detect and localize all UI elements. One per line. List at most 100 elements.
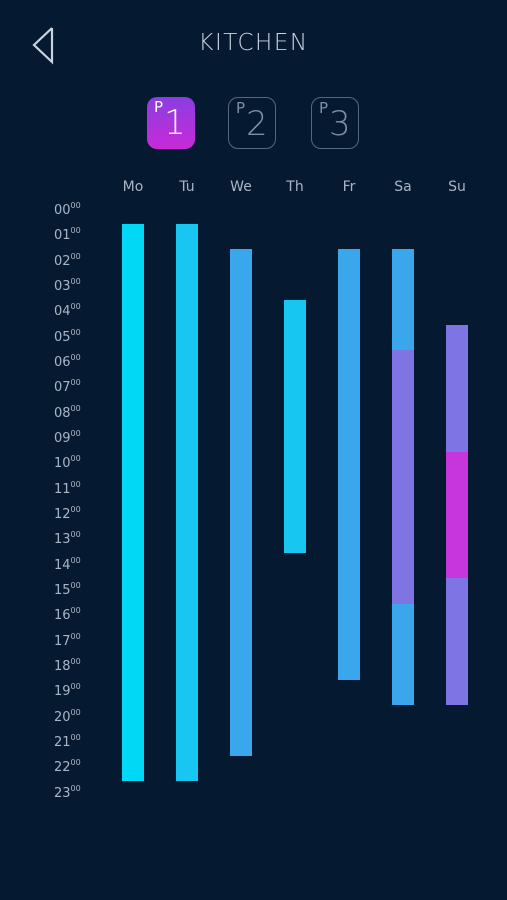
day-label-fr: Fr — [342, 179, 356, 195]
program-prefix: P — [236, 99, 246, 117]
schedule-bar-sa-1[interactable] — [392, 350, 414, 604]
day-label-sa: Sa — [394, 179, 412, 195]
hour-value: 11 — [54, 481, 71, 497]
minute-value: 00 — [70, 302, 81, 312]
minute-value: 00 — [70, 504, 81, 514]
hour-value: 03 — [54, 278, 71, 294]
hour-label: 1100 — [54, 479, 81, 497]
minute-value: 00 — [70, 428, 81, 438]
minute-value: 00 — [70, 555, 81, 565]
hour-value: 15 — [54, 582, 71, 598]
hour-value: 13 — [54, 532, 71, 548]
minute-value: 00 — [70, 631, 81, 641]
schedule-bar-fr-0[interactable] — [338, 248, 360, 680]
hour-label: 1000 — [54, 454, 81, 472]
hour-label: 1600 — [54, 606, 81, 624]
hour-value: 05 — [54, 329, 71, 345]
minute-value: 00 — [70, 276, 81, 286]
hour-label: 0700 — [54, 378, 81, 396]
hour-label: 1700 — [54, 631, 81, 649]
schedule-bar-sa-0[interactable] — [392, 248, 414, 351]
minute-value: 00 — [70, 606, 81, 616]
program-number: 1 — [164, 103, 186, 143]
minute-value: 00 — [70, 201, 81, 210]
hour-value: 00 — [54, 203, 71, 218]
hour-label: 0100 — [54, 226, 81, 244]
day-label-we: We — [230, 179, 252, 195]
program-prefix: P — [154, 98, 164, 116]
program-number: 2 — [246, 104, 268, 144]
hour-value: 23 — [54, 785, 71, 801]
hour-value: 02 — [54, 253, 71, 269]
minute-value: 00 — [70, 783, 81, 793]
hour-label: 0000 — [54, 201, 81, 218]
hour-value: 22 — [54, 760, 71, 776]
hour-value: 06 — [54, 354, 71, 370]
schedule-bar-sa-2[interactable] — [392, 603, 414, 705]
hour-label: 1300 — [54, 531, 81, 548]
hour-value: 20 — [54, 709, 71, 725]
page-title: KITCHEN — [198, 30, 309, 56]
hour-label: 1800 — [54, 656, 81, 674]
program-1-button[interactable]: P 1 — [147, 97, 195, 149]
schedule-bar-mo-0[interactable] — [122, 223, 144, 781]
schedule-bar-su-1[interactable] — [446, 451, 468, 579]
schedule-bar-th-0[interactable] — [284, 299, 306, 553]
hour-label: 1900 — [54, 682, 81, 700]
hour-label: 0600 — [54, 352, 81, 370]
minute-value: 00 — [70, 656, 81, 666]
program-3-button[interactable]: P 3 — [311, 97, 359, 149]
hour-label: 0800 — [54, 403, 81, 421]
minute-value: 00 — [70, 707, 81, 717]
hour-value: 21 — [54, 734, 71, 750]
minute-value: 00 — [70, 758, 81, 768]
schedule-bar-su-0[interactable] — [446, 324, 468, 452]
back-arrow-icon — [32, 27, 54, 65]
hour-value: 14 — [54, 557, 71, 573]
hour-label: 0500 — [54, 327, 81, 345]
hour-label: 0200 — [54, 251, 81, 269]
program-number: 3 — [329, 104, 351, 144]
hour-value: 19 — [54, 684, 71, 700]
program-selector: P 1 P 2 P 3 — [0, 97, 507, 151]
program-2-button[interactable]: P 2 — [228, 97, 276, 149]
minute-value: 00 — [70, 580, 81, 590]
hour-value: 04 — [54, 304, 71, 320]
back-button[interactable] — [26, 24, 66, 68]
minute-value: 00 — [70, 327, 81, 337]
hour-value: 07 — [54, 380, 71, 396]
hour-label: 2100 — [54, 732, 81, 750]
minute-value: 00 — [70, 251, 81, 261]
hour-value: 16 — [54, 608, 71, 624]
hour-value: 01 — [54, 228, 71, 244]
hour-label: 2200 — [54, 758, 81, 776]
hour-value: 09 — [54, 430, 71, 446]
hour-value: 18 — [54, 658, 71, 674]
hour-label: 1200 — [54, 504, 81, 522]
minute-value: 00 — [70, 403, 81, 413]
hour-value: 17 — [54, 633, 71, 649]
schedule-bar-tu-0[interactable] — [176, 223, 198, 781]
hour-value: 08 — [54, 405, 71, 421]
minute-value: 00 — [70, 682, 81, 692]
hour-label: 2000 — [54, 707, 81, 725]
schedule-bar-we-0[interactable] — [230, 248, 252, 756]
hour-label: 1400 — [54, 555, 81, 573]
day-label-tu: Tu — [179, 179, 195, 195]
hour-label: 0400 — [54, 302, 81, 320]
schedule-bar-su-2[interactable] — [446, 578, 468, 705]
minute-value: 00 — [70, 352, 81, 362]
day-label-th: Th — [286, 179, 304, 195]
minute-value: 00 — [70, 732, 81, 742]
minute-value: 00 — [70, 479, 81, 489]
minute-value: 00 — [70, 454, 81, 464]
hour-label: 2300 — [54, 783, 81, 801]
minute-value: 00 — [70, 226, 81, 236]
minute-value: 00 — [70, 378, 81, 388]
hour-label: 0900 — [54, 428, 81, 446]
hour-label: 1500 — [54, 580, 81, 598]
hour-value: 10 — [54, 456, 71, 472]
hour-label: 0300 — [54, 276, 81, 294]
hour-value: 12 — [54, 506, 71, 522]
day-label-su: Su — [448, 179, 466, 195]
